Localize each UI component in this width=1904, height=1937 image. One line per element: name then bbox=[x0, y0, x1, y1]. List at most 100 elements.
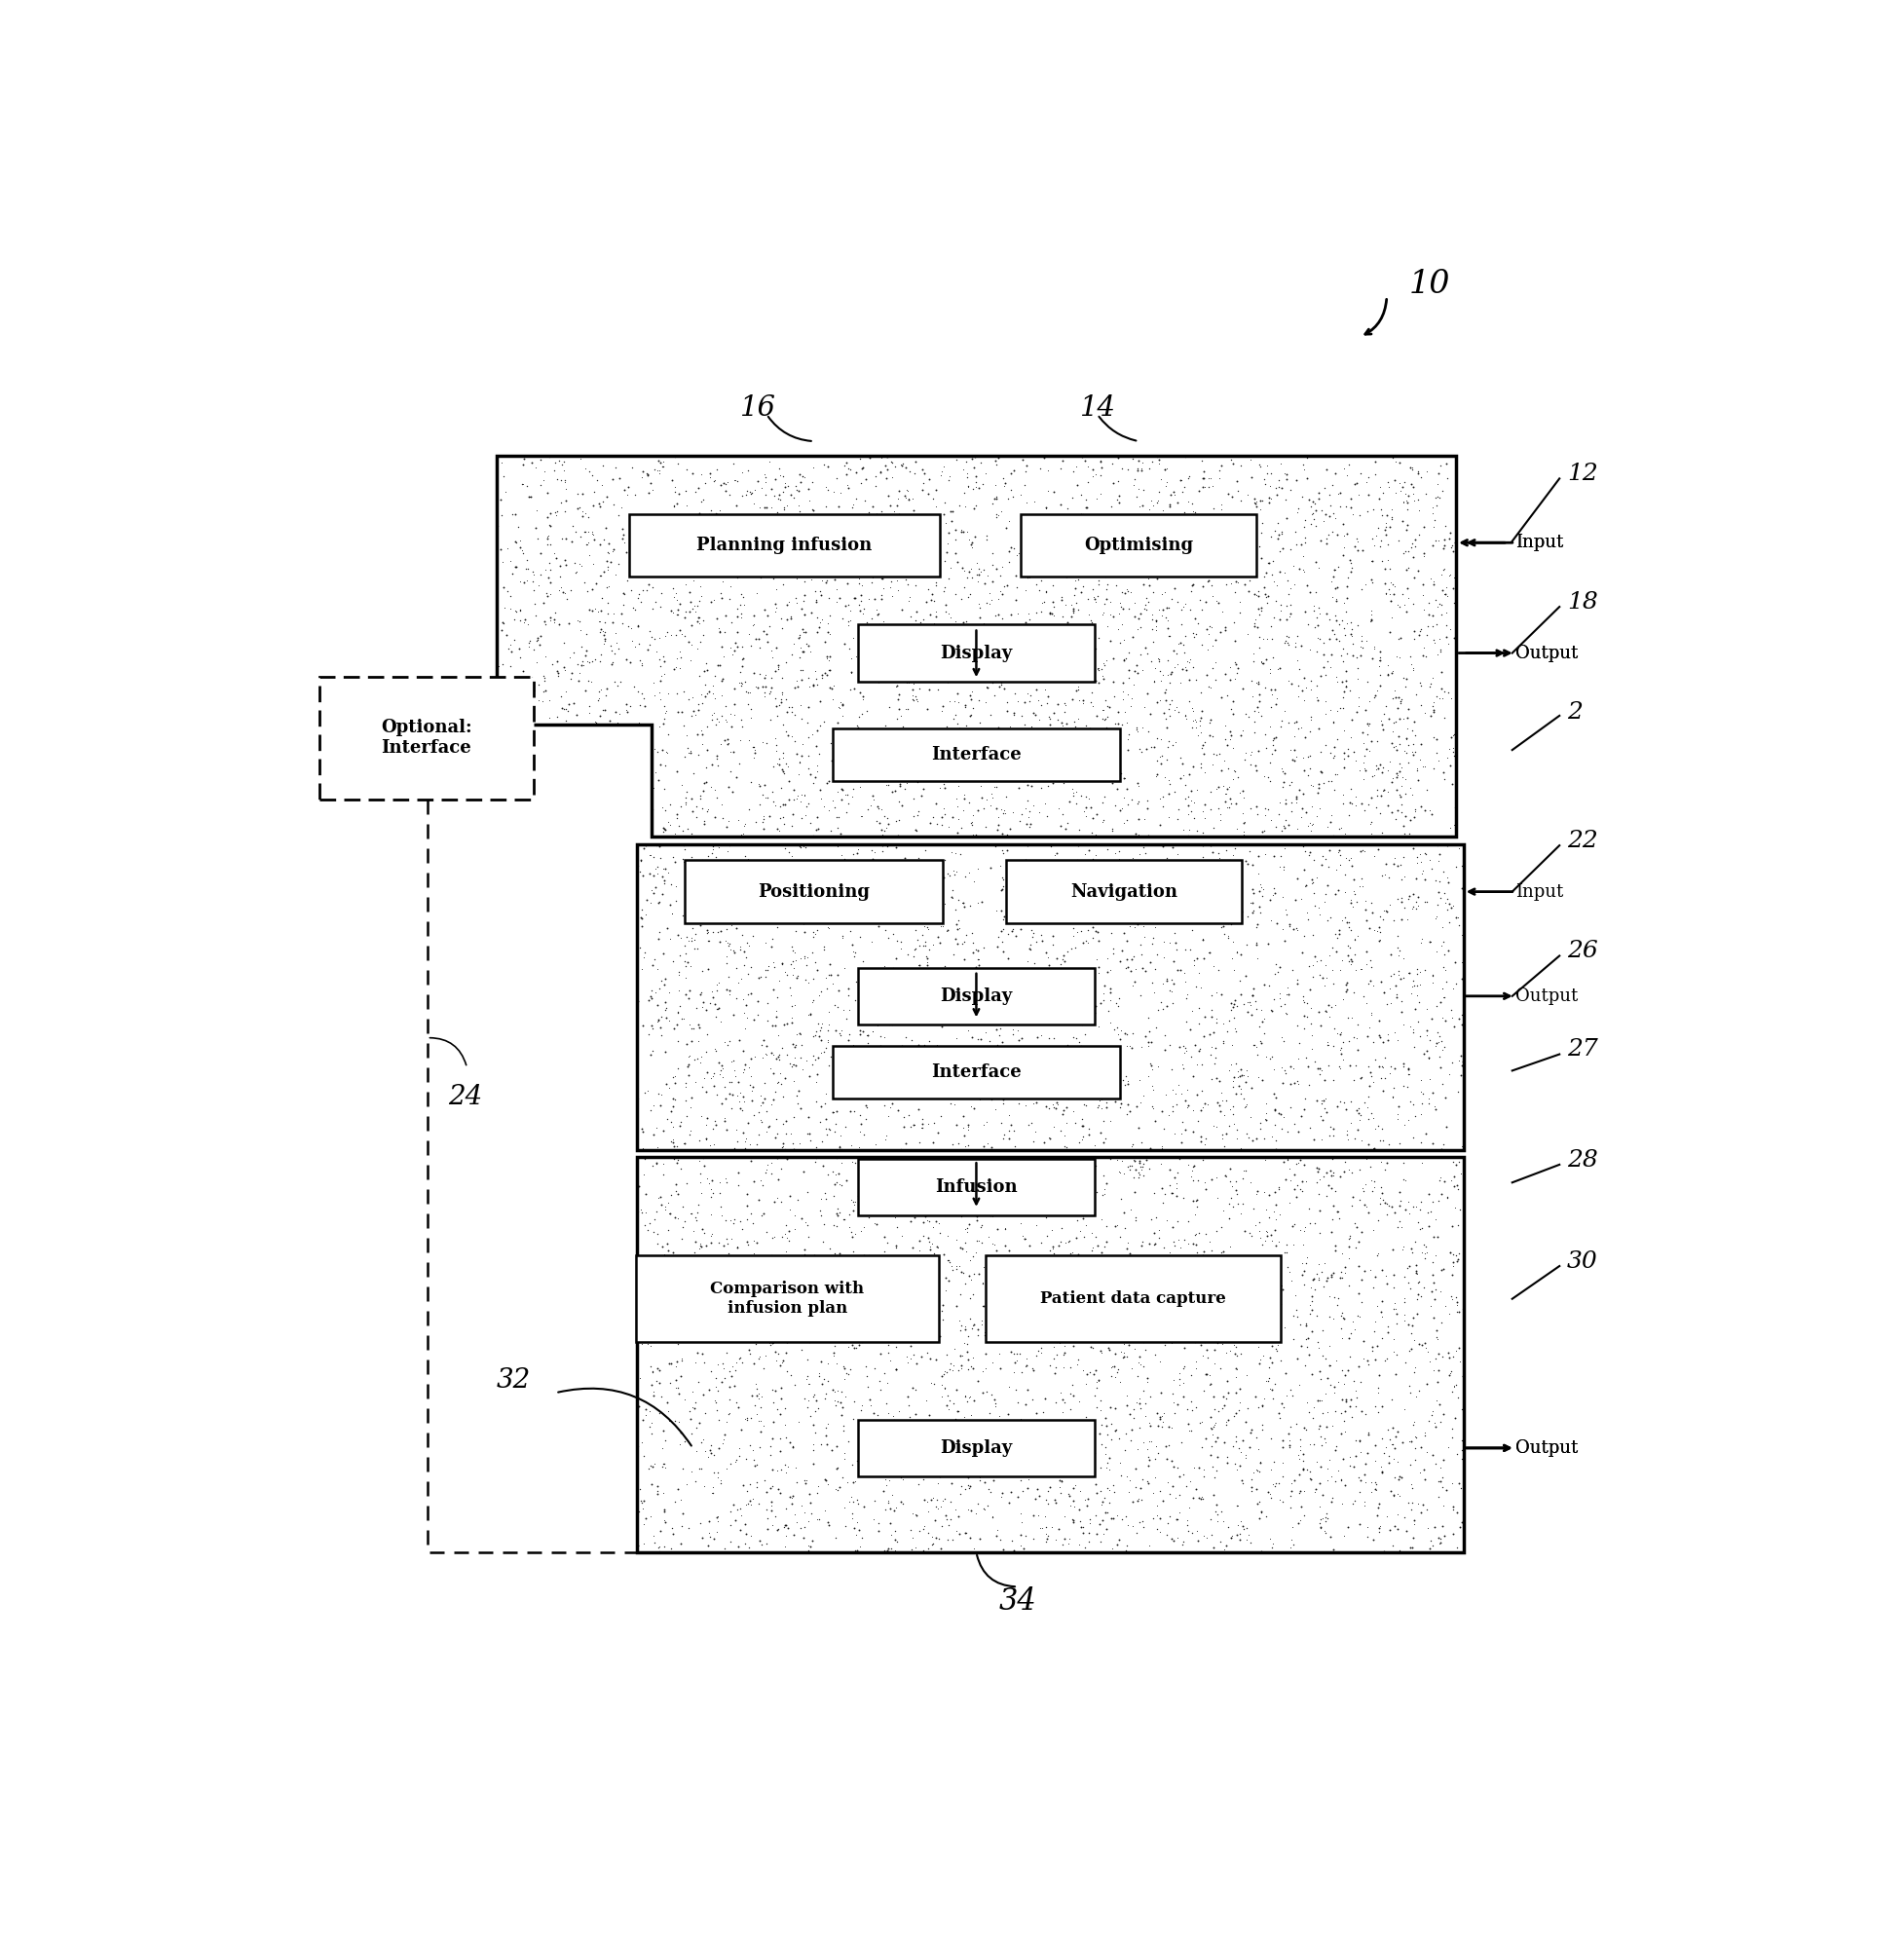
Point bbox=[1369, 579, 1399, 610]
Point bbox=[1325, 1298, 1356, 1329]
Point bbox=[843, 1530, 874, 1561]
Point bbox=[937, 802, 967, 833]
Point bbox=[794, 635, 824, 666]
Point bbox=[1021, 674, 1051, 705]
Point bbox=[1369, 513, 1399, 544]
Point bbox=[920, 788, 950, 819]
Point bbox=[1361, 1377, 1392, 1408]
Point bbox=[687, 719, 718, 750]
Point bbox=[506, 657, 537, 688]
Point bbox=[1188, 1245, 1219, 1276]
Point bbox=[1428, 703, 1458, 734]
Point bbox=[1179, 602, 1209, 633]
Point bbox=[664, 1484, 695, 1515]
Point bbox=[1234, 556, 1264, 587]
Point bbox=[1034, 709, 1064, 740]
Point bbox=[1413, 1337, 1443, 1368]
Point bbox=[813, 794, 843, 825]
Point bbox=[1377, 763, 1407, 794]
Point bbox=[1371, 1344, 1401, 1375]
Point bbox=[1329, 1395, 1359, 1426]
Point bbox=[1316, 1112, 1346, 1143]
Point bbox=[1390, 763, 1420, 794]
Point bbox=[651, 1306, 682, 1337]
Point bbox=[1310, 1377, 1340, 1408]
Point bbox=[1220, 566, 1251, 597]
Point bbox=[1081, 525, 1112, 556]
Point bbox=[1203, 1397, 1234, 1428]
Point bbox=[902, 843, 933, 874]
Point bbox=[1095, 916, 1125, 947]
Point bbox=[1011, 1435, 1041, 1466]
Point bbox=[1121, 883, 1152, 914]
Point bbox=[1339, 864, 1369, 895]
Point bbox=[722, 600, 752, 631]
Point bbox=[1127, 713, 1158, 744]
Point bbox=[1398, 879, 1428, 910]
Point bbox=[1304, 1195, 1335, 1226]
Point bbox=[746, 1201, 777, 1232]
Point bbox=[687, 858, 718, 889]
Point bbox=[649, 986, 680, 1017]
Point bbox=[967, 734, 998, 765]
Point bbox=[1085, 1451, 1116, 1482]
Point bbox=[828, 829, 859, 860]
Point bbox=[644, 831, 674, 862]
Point bbox=[1118, 1395, 1148, 1426]
Point bbox=[1211, 569, 1241, 600]
Point bbox=[1179, 705, 1209, 736]
Point bbox=[1040, 1488, 1070, 1519]
Point bbox=[1101, 1414, 1131, 1445]
Point bbox=[1293, 484, 1323, 515]
Point bbox=[1080, 916, 1110, 947]
Point bbox=[988, 1085, 1019, 1116]
Point bbox=[969, 1075, 1000, 1106]
Point bbox=[720, 628, 750, 659]
Point bbox=[1161, 1453, 1192, 1484]
Point bbox=[729, 1125, 760, 1156]
Point bbox=[1175, 575, 1205, 606]
Point bbox=[1365, 860, 1396, 891]
Point bbox=[1200, 1048, 1230, 1079]
Point bbox=[929, 1371, 960, 1402]
Point bbox=[1373, 1447, 1403, 1478]
Point bbox=[895, 1342, 925, 1373]
Point bbox=[487, 649, 518, 680]
Point bbox=[950, 447, 981, 478]
Point bbox=[916, 1244, 946, 1275]
Point bbox=[1319, 1176, 1350, 1207]
Point bbox=[1177, 1517, 1207, 1548]
Point bbox=[1110, 1435, 1140, 1466]
Point bbox=[1394, 957, 1424, 988]
Point bbox=[1418, 1406, 1449, 1437]
Point bbox=[625, 540, 655, 571]
Point bbox=[685, 992, 716, 1023]
Point bbox=[550, 523, 581, 554]
Point bbox=[788, 566, 819, 597]
Point bbox=[1196, 980, 1226, 1011]
Point bbox=[1398, 653, 1428, 684]
Point bbox=[855, 1406, 885, 1437]
Point bbox=[1306, 1340, 1337, 1371]
Point bbox=[609, 577, 640, 608]
Point bbox=[1080, 666, 1110, 697]
Point bbox=[819, 1073, 849, 1104]
Point bbox=[1022, 703, 1053, 734]
Point bbox=[802, 558, 832, 589]
Point bbox=[1325, 666, 1356, 697]
Point bbox=[1310, 1517, 1340, 1548]
Point bbox=[779, 1369, 809, 1400]
Point bbox=[748, 678, 779, 709]
Point bbox=[1409, 1420, 1439, 1451]
Point bbox=[1358, 494, 1388, 525]
Point bbox=[777, 959, 807, 990]
Point bbox=[904, 1174, 935, 1205]
Point bbox=[644, 916, 674, 947]
Point bbox=[1314, 695, 1344, 726]
Point bbox=[1108, 645, 1139, 676]
Point bbox=[1015, 771, 1045, 802]
Point bbox=[708, 1027, 739, 1058]
Point bbox=[952, 1110, 982, 1141]
Point bbox=[1384, 1460, 1415, 1491]
Point bbox=[1053, 662, 1083, 693]
